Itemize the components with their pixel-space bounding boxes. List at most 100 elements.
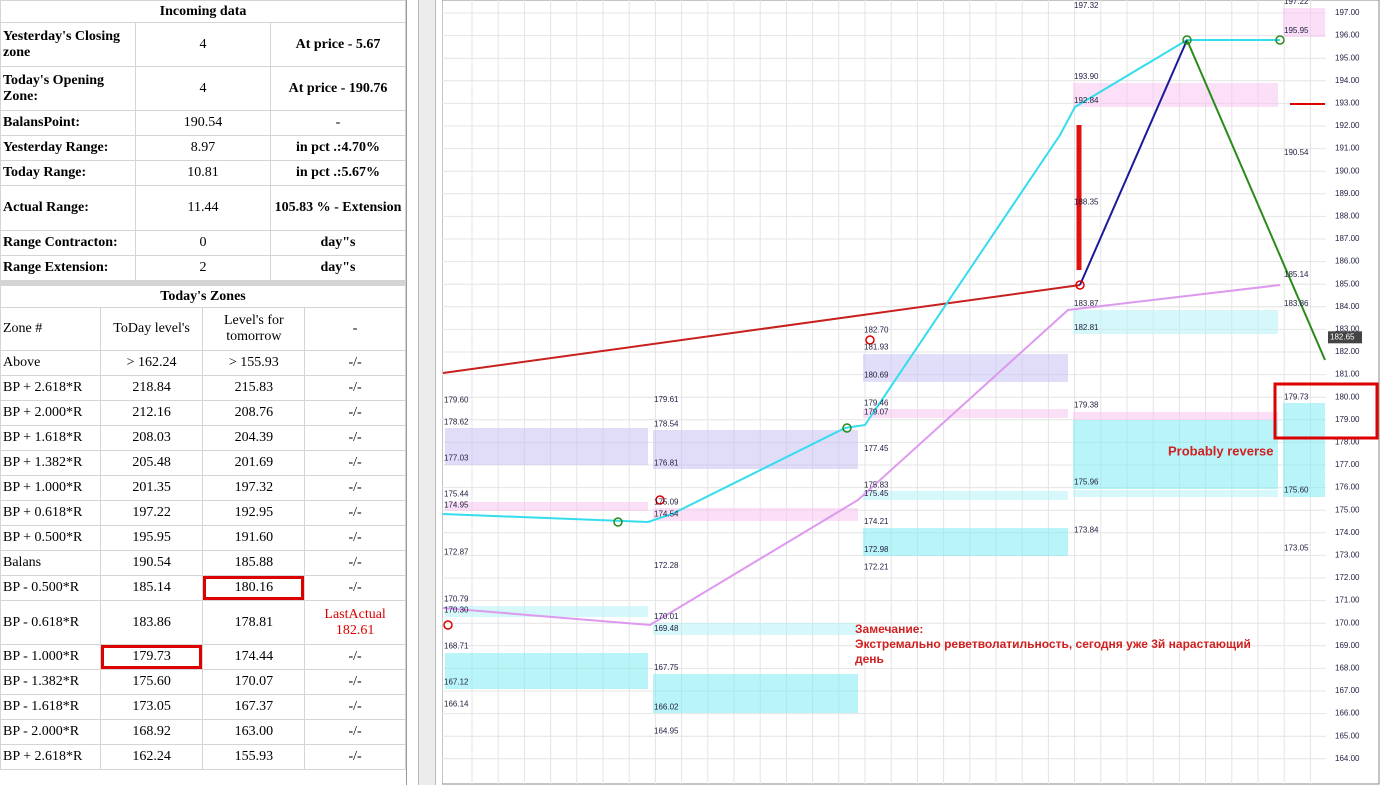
zone-label: 178.62 (444, 417, 469, 426)
incoming-table: Incoming data Yesterday's Closing zone 4 At… (0, 0, 406, 281)
cell: BP + 2.618*R (1, 376, 100, 400)
row: BP + 1.618*R 208.03 204.39 -/- (1, 426, 405, 450)
cell: Above (1, 351, 100, 375)
zone-label: 175.44 (444, 489, 469, 498)
zone-label: 172.98 (864, 545, 889, 554)
price-axis-label: 189.00 (1335, 189, 1360, 198)
zone-label: 177.03 (444, 453, 469, 462)
cell: -/- (305, 351, 405, 375)
cell: day"s (271, 256, 405, 280)
cell: 11.44 (136, 186, 270, 230)
cell: 192.95 (203, 501, 305, 525)
zone-label: 175.96 (1074, 478, 1099, 487)
price-axis-label: 193.00 (1335, 99, 1360, 108)
zone-label: 183.87 (1074, 299, 1099, 308)
scrollbar[interactable] (418, 0, 436, 785)
cell: 163.00 (203, 720, 305, 744)
row: BP - 2.000*R 168.92 163.00 -/- (1, 720, 405, 744)
price-axis-label: 168.00 (1335, 664, 1360, 673)
zone-label: 179.61 (654, 395, 679, 404)
price-axis-label: 173.00 (1335, 551, 1360, 560)
cell: 155.93 (203, 745, 305, 769)
row: Balans 190.54 185.88 -/- (1, 551, 405, 575)
cell: 208.76 (203, 401, 305, 425)
row: Range Extension: 2 day"s (1, 256, 405, 280)
note-line: Замечание: (855, 622, 923, 636)
zone-label: 174.54 (654, 510, 679, 519)
row: Today's Opening Zone: 4 At price - 190.76 (1, 67, 405, 110)
zone-label: 176.81 (654, 458, 679, 467)
note-line: день (855, 652, 884, 666)
cell: BP + 1.618*R (1, 426, 100, 450)
cell: BP + 1.382*R (1, 451, 100, 475)
row: Today's Zones (1, 286, 405, 307)
cell: BP - 1.618*R (1, 695, 100, 719)
zone-label: 174.95 (444, 500, 469, 509)
row: Range Contracton: 0 day"s (1, 231, 405, 255)
price-axis-label: 180.00 (1335, 392, 1360, 401)
cell: BalansPoint: (1, 111, 135, 135)
row: BP + 2.000*R 212.16 208.76 -/- (1, 401, 405, 425)
cell: Today Range: (1, 161, 135, 185)
row: BP + 2.618*R 218.84 215.83 -/- (1, 376, 405, 400)
zone-label: 170.01 (654, 612, 679, 621)
zone-label: 183.86 (1284, 299, 1309, 308)
table-title: Incoming data (1, 1, 405, 22)
header-cell: Zone # (1, 308, 100, 350)
zone-label: 190.54 (1284, 148, 1309, 157)
cell: 208.03 (100, 426, 203, 450)
price-axis-label: 165.00 (1335, 731, 1360, 740)
cell: BP + 0.500*R (1, 526, 100, 550)
row: BP + 0.500*R 195.95 191.60 -/- (1, 526, 405, 550)
header-row: Zone # ToDay level's Level's for tomorrow - (1, 308, 405, 350)
row: Actual Range: 11.44 105.83 % - Extension (1, 186, 405, 230)
header-cell: ToDay level's (100, 308, 203, 350)
zone-label: 164.95 (654, 726, 679, 735)
cell: 201.69 (203, 451, 305, 475)
row: BP + 1.382*R 205.48 201.69 -/- (1, 451, 405, 475)
row: BP + 1.000*R 201.35 197.32 -/- (1, 476, 405, 500)
cell: Yesterday Range: (1, 136, 135, 160)
price-axis-label: 175.00 (1335, 505, 1360, 514)
cell: -/- (305, 551, 405, 575)
price-axis-label: 183.00 (1335, 325, 1360, 334)
zone-label: 175.45 (864, 489, 889, 498)
cell: Balans (1, 551, 100, 575)
cell: -/- (305, 526, 405, 550)
zone-label: 188.35 (1074, 198, 1099, 207)
cell: -/- (305, 720, 405, 744)
price-axis-label: 164.00 (1335, 754, 1360, 763)
cell: 190.54 (100, 551, 203, 575)
cell: 180.16 (203, 576, 305, 600)
cell: At price - 190.76 (271, 67, 405, 110)
cell: 2 (136, 256, 270, 280)
cell: -/- (305, 426, 405, 450)
data-panel: Incoming data Yesterday's Closing zone 4 At… (0, 0, 407, 785)
zone-label: 175.83 (864, 481, 889, 490)
row: BP + 2.618*R 162.24 155.93 -/- (1, 745, 405, 769)
cell: BP - 1.000*R (1, 645, 100, 669)
row: BP - 1.382*R 175.60 170.07 -/- (1, 670, 405, 694)
row: Above > 162.24 > 155.93 -/- (1, 351, 405, 375)
cell: 185.88 (203, 551, 305, 575)
zone-label: 179.07 (864, 407, 889, 416)
chart-area: 197.00 196.00 195.00 194.00 193.00 192.00 191.… (441, 0, 1380, 790)
price-axis-label: 177.00 (1335, 460, 1360, 469)
cell: 174.44 (203, 645, 305, 669)
zone-label: 179.73 (1284, 392, 1309, 401)
price-axis-label: 170.00 (1335, 618, 1360, 627)
zone-label: 172.28 (654, 561, 679, 570)
cell: At price - 5.67 (271, 23, 405, 66)
chart: 197.00 196.00 195.00 194.00 193.00 192.00 191.… (441, 0, 1380, 785)
zone-label: 195.95 (1284, 26, 1309, 35)
zone-label: 197.32 (1074, 1, 1099, 10)
cell: in pct .:4.70% (271, 136, 405, 160)
row: BP - 1.000*R 179.73 174.44 -/- (1, 645, 405, 669)
zone-label: 197.22 (1284, 0, 1309, 6)
price-axis-label: 196.00 (1335, 31, 1360, 40)
row: BP - 0.618*R 183.86 178.81 LastActual 182.6… (1, 601, 405, 644)
note-line: Экстремально реветволатильность, сегодня… (855, 637, 1251, 651)
price-axis-label: 190.00 (1335, 166, 1360, 175)
row: BP - 0.500*R 185.14 180.16 -/- (1, 576, 405, 600)
cell: -/- (305, 401, 405, 425)
